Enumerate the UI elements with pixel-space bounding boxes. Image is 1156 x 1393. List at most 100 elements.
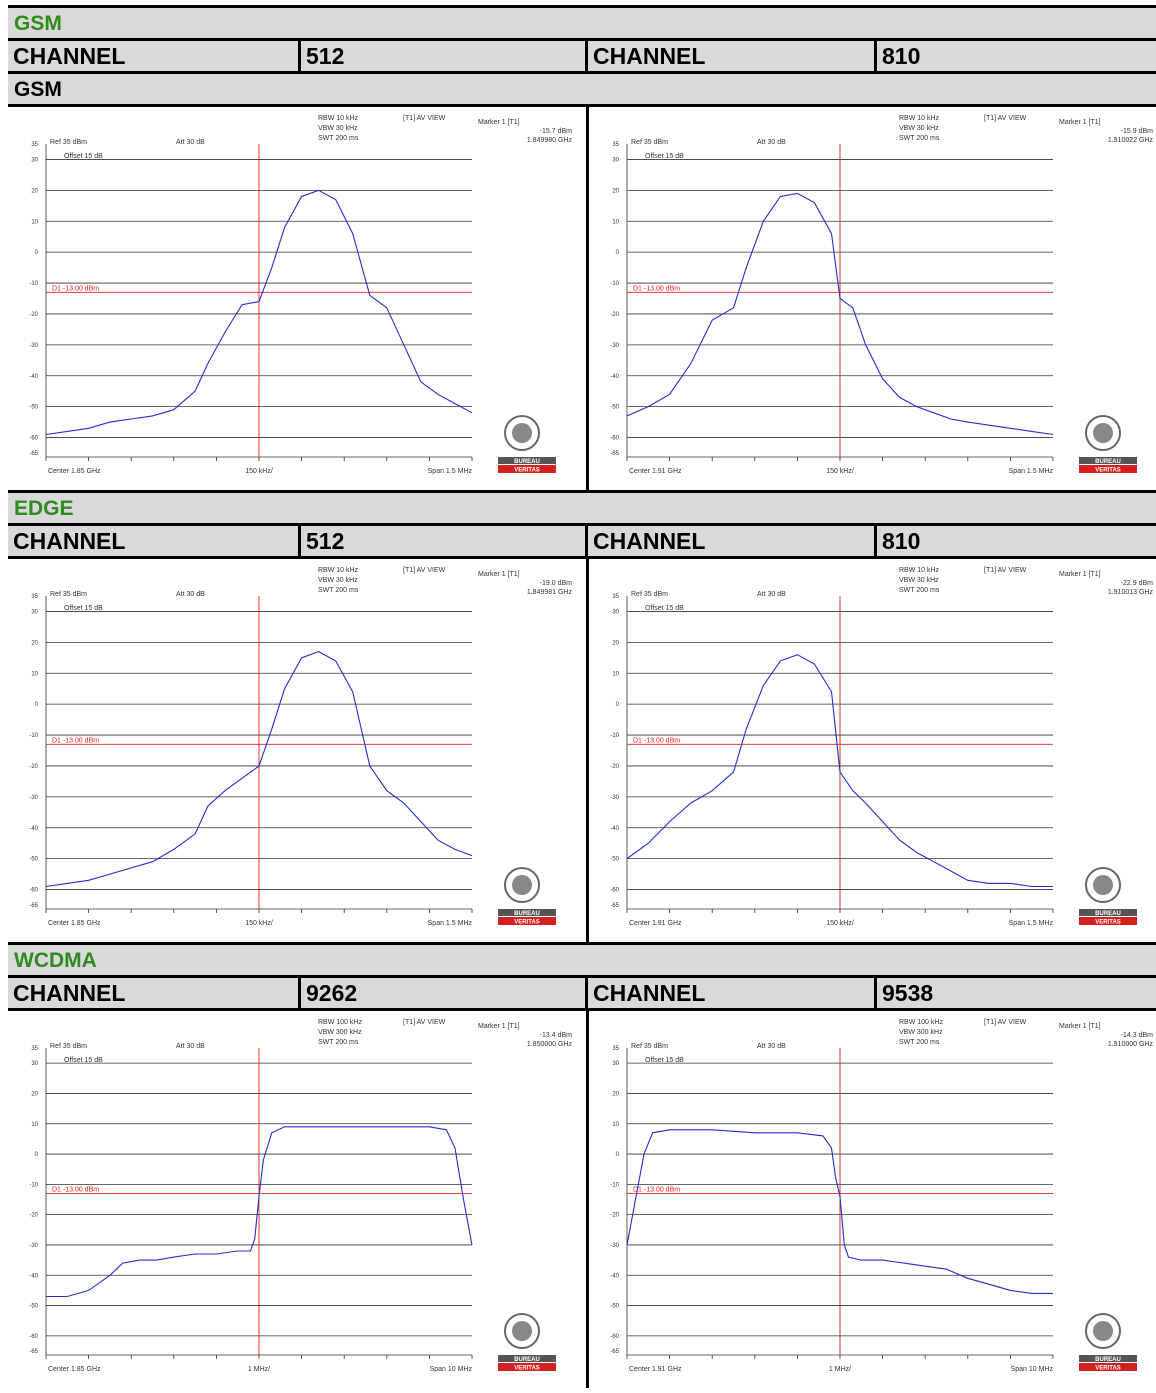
y-tick-label: -65 [29, 451, 38, 457]
limit-label: D1 -13.00 dBm [52, 285, 99, 292]
y-tick-label: -10 [29, 733, 38, 739]
span-label: Span 1.5 MHz [428, 920, 473, 927]
chart-panel: RBW 10 kHz VBW 30 kHz SWT 200 ms [T1] AV VI… [8, 107, 586, 490]
marker-frequency: 1.910013 GHz [1108, 589, 1154, 596]
reference-level: Ref 35 dBm [631, 139, 668, 146]
channel-row-gsm: CHANNEL 512 CHANNEL 810 [8, 38, 1156, 71]
marker-label: Marker 1 [T1] [478, 1023, 520, 1030]
chart-panel: RBW 100 kHz VBW 300 kHz SWT 200 ms [T1] AV … [8, 1011, 586, 1388]
reference-level: Ref 35 dBm [50, 139, 87, 146]
y-tick-label: 0 [616, 1152, 620, 1158]
offset-label: Offset 15 dB [645, 605, 684, 612]
logo-text: VERITAS [514, 920, 540, 926]
center-frequency: Center 1.85 GHz [48, 1366, 101, 1373]
marker-frequency: 1.849981 GHz [527, 589, 573, 596]
y-tick-label: 35 [31, 1046, 38, 1052]
y-tick-label: -20 [29, 1213, 38, 1219]
logo-text: VERITAS [1095, 920, 1121, 926]
section-title-label: EDGE [14, 497, 74, 520]
channel-value: 810 [882, 528, 921, 554]
y-tick-label: -20 [610, 764, 619, 770]
marker-level: -15.7 dBm [540, 128, 572, 135]
rbw-label: RBW 100 kHz [899, 1019, 943, 1026]
y-tick-label: 35 [31, 594, 38, 600]
y-tick-label: -50 [29, 857, 38, 863]
y-tick-label: -65 [610, 903, 619, 909]
marker-frequency: 1.850000 GHz [527, 1041, 573, 1048]
logo-band-top [1079, 909, 1137, 916]
logo-seal-inner [1093, 875, 1113, 895]
marker-label: Marker 1 [T1] [478, 571, 520, 578]
reference-level: Ref 35 dBm [631, 591, 668, 598]
limit-label: D1 -13.00 dBm [633, 285, 680, 292]
rbw-label: RBW 100 kHz [318, 1019, 362, 1026]
limit-label: D1 -13.00 dBm [633, 737, 680, 744]
rbw-label: RBW 10 kHz [899, 115, 940, 122]
center-frequency: Center 1.85 GHz [48, 920, 101, 927]
logo-text: VERITAS [1095, 1366, 1121, 1372]
section-title-label: GSM [14, 12, 62, 35]
y-tick-label: -50 [610, 1304, 619, 1310]
division-label: 150 kHz/ [245, 920, 273, 927]
chart-panel: RBW 10 kHz VBW 30 kHz SWT 200 ms [T1] AV VI… [589, 107, 1156, 490]
channel-value: 9538 [882, 980, 934, 1006]
marker-label: Marker 1 [T1] [478, 119, 520, 126]
y-tick-label: -30 [29, 795, 38, 801]
y-tick-label: 0 [35, 702, 39, 708]
y-tick-label: -30 [610, 795, 619, 801]
limit-label: D1 -13.00 dBm [52, 737, 99, 744]
y-tick-label: -60 [610, 1334, 619, 1340]
y-tick-label: 30 [31, 609, 38, 615]
swt-label: SWT 200 ms [318, 587, 359, 594]
channel-label: CHANNEL [13, 43, 126, 69]
logo-seal-inner [512, 1321, 532, 1341]
offset-label: Offset 15 dB [64, 1057, 103, 1064]
marker-frequency: 1.849980 GHz [527, 137, 573, 144]
offset-label: Offset 15 dB [645, 1057, 684, 1064]
channel-value: 810 [882, 43, 921, 69]
reference-level: Ref 35 dBm [50, 1043, 87, 1050]
y-tick-label: 20 [31, 188, 38, 194]
offset-label: Offset 15 dB [64, 153, 103, 160]
center-frequency: Center 1.91 GHz [629, 920, 682, 927]
y-tick-label: 30 [612, 1061, 619, 1067]
logo-text: VERITAS [1095, 468, 1121, 474]
y-tick-label: -65 [610, 1349, 619, 1355]
logo-band-top [1079, 1355, 1137, 1362]
y-tick-label: -30 [610, 343, 619, 349]
spectrum-trace [626, 192, 1054, 436]
swt-label: SWT 200 ms [318, 135, 359, 142]
y-tick-label: -10 [29, 1182, 38, 1188]
swt-label: SWT 200 ms [899, 135, 940, 142]
y-tick-label: -60 [610, 888, 619, 894]
channel-row-wcdma: CHANNEL 9262 CHANNEL 9538 [8, 975, 1156, 1008]
y-tick-label: -40 [29, 1273, 38, 1279]
vbw-label: VBW 30 kHz [318, 577, 358, 584]
rbw-label: RBW 10 kHz [899, 567, 940, 574]
trace-label: [T1] AV VIEW [984, 1019, 1027, 1026]
logo-seal-inner [1093, 1321, 1113, 1341]
attenuation: Att 30 dB [757, 591, 786, 598]
y-tick-label: 10 [612, 1122, 619, 1128]
y-tick-label: -10 [29, 281, 38, 287]
logo-seal-inner [512, 423, 532, 443]
swt-label: SWT 200 ms [899, 587, 940, 594]
y-tick-label: -30 [29, 343, 38, 349]
y-tick-label: 0 [616, 702, 620, 708]
channel-label: CHANNEL [593, 528, 706, 554]
trace-label: [T1] AV VIEW [984, 115, 1027, 122]
vbw-label: VBW 30 kHz [318, 125, 358, 132]
y-tick-label: -65 [610, 451, 619, 457]
marker-label: Marker 1 [T1] [1059, 1023, 1101, 1030]
y-tick-label: -20 [29, 312, 38, 318]
section-title-edge: EDGE [8, 490, 1156, 523]
y-tick-label: 35 [612, 1046, 619, 1052]
spectrum-trace [626, 1129, 1053, 1294]
y-tick-label: -60 [29, 1334, 38, 1340]
section-subtitle-label: GSM [14, 78, 62, 101]
y-tick-label: 35 [31, 142, 38, 148]
spectrum-trace [626, 654, 1053, 888]
y-tick-label: -30 [29, 1243, 38, 1249]
logo-text: BUREAU [1095, 1357, 1121, 1363]
spectrum-chart: RBW 10 kHz VBW 30 kHz SWT 200 ms [T1] AV VI… [610, 115, 1153, 475]
